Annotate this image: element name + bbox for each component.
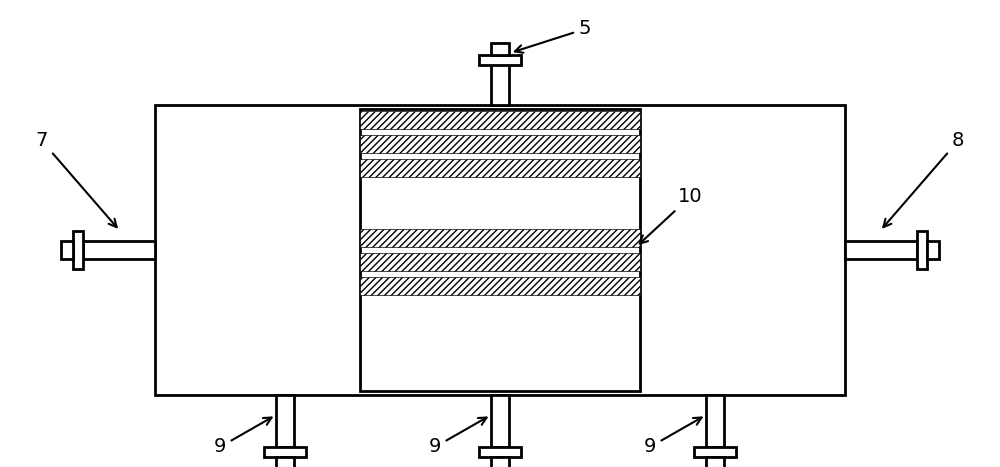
Text: 7: 7 [36,132,117,227]
Bar [83,241,155,259]
Bar [276,457,294,467]
Bar [927,241,939,259]
Bar [360,135,640,153]
Bar [73,231,83,269]
Bar [360,109,640,391]
Bar [155,105,845,395]
Bar [360,229,640,247]
Bar [491,55,509,105]
Bar [276,395,294,447]
Bar [706,395,724,447]
Bar [491,395,509,447]
Bar [491,43,509,55]
Text: 9: 9 [214,417,272,457]
Bar [917,231,927,269]
Bar [61,241,73,259]
Bar [264,447,306,457]
Bar [360,111,640,129]
Bar [706,457,724,467]
Bar [360,253,640,271]
Text: 9: 9 [429,417,487,457]
Text: 9: 9 [644,417,702,457]
Bar [360,159,640,177]
Bar [479,447,521,457]
Text: 10: 10 [640,187,702,243]
Bar [360,277,640,295]
Text: 5: 5 [515,20,591,53]
Bar [491,457,509,467]
Text: 8: 8 [883,132,964,227]
Bar [845,241,917,259]
Bar [479,55,521,65]
Bar [694,447,736,457]
